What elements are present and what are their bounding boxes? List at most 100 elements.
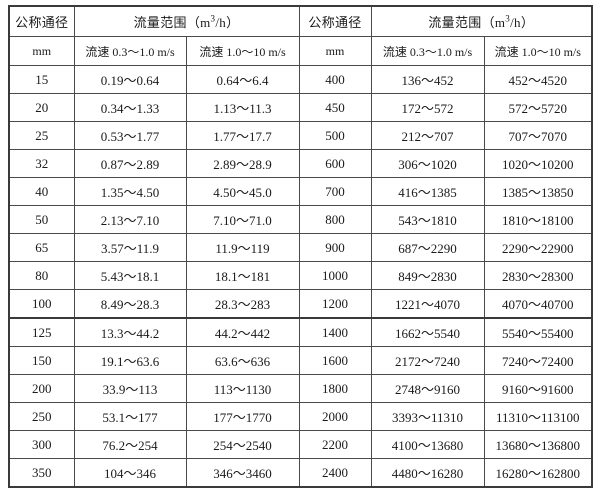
cell-nominal-diameter-left: 40 bbox=[8, 177, 75, 206]
header-row-secondary: mm 流速 0.3～1.0 m/s 流速 1.0～10 m/s mm 流速 0.… bbox=[8, 36, 593, 66]
flow-range-tail-right: /h） bbox=[510, 15, 535, 30]
cell-flow-high-right: 16280～162800 bbox=[483, 458, 593, 488]
header-flow-range-left: 流量范围（m3/h） bbox=[73, 5, 300, 37]
cell-nominal-diameter-left: 50 bbox=[8, 205, 75, 234]
cell-flow-high-right: 4070～40700 bbox=[483, 289, 593, 319]
cell-flow-low-right: 306～1020 bbox=[370, 149, 485, 178]
header-nominal-diameter-left: 公称通径 bbox=[8, 5, 75, 37]
cell-flow-low-left: 76.2～254 bbox=[73, 430, 187, 459]
cell-flow-high-left: 113～1130 bbox=[185, 374, 300, 403]
cell-flow-high-right: 572～5720 bbox=[483, 93, 593, 122]
cell-flow-high-left: 2.89～28.9 bbox=[185, 149, 300, 178]
cell-flow-low-left: 0.53～1.77 bbox=[73, 121, 187, 150]
table-row: 250 53.1～177 177～1770 2000 3393～11310 11310～1… bbox=[8, 402, 593, 431]
table-header: 公称通径 流量范围（m3/h） 公称通径 流量范围（m3/h） mm 流速 0.… bbox=[8, 5, 593, 66]
flow-range-text-right: 流量范围（m bbox=[428, 15, 506, 30]
cell-flow-high-right: 11310～113100 bbox=[483, 402, 593, 431]
cell-flow-low-left: 8.49～28.3 bbox=[73, 289, 187, 319]
table-row: 125 13.3～44.2 44.2～442 1400 1662～5540 5540～55… bbox=[8, 317, 593, 347]
cell-nominal-diameter-left: 100 bbox=[8, 289, 75, 319]
table-row: 32 0.87～2.89 2.89～28.9 600 306～1020 1020～1020… bbox=[8, 149, 593, 178]
cell-flow-low-right: 1221～4070 bbox=[370, 289, 485, 319]
table-row: 80 5.43～18.1 18.1～181 1000 849～2830 2830～2830… bbox=[8, 261, 593, 290]
cell-flow-low-right: 4100～13680 bbox=[370, 430, 485, 459]
cell-flow-low-left: 0.87～2.89 bbox=[73, 149, 187, 178]
cell-flow-high-left: 44.2～442 bbox=[185, 317, 300, 347]
table-row: 65 3.57～11.9 11.9～119 900 687～2290 2290～22900 bbox=[8, 233, 593, 262]
cell-flow-low-left: 0.19～0.64 bbox=[73, 65, 187, 94]
cell-flow-low-left: 1.35～4.50 bbox=[73, 177, 187, 206]
cell-flow-low-right: 136～452 bbox=[370, 65, 485, 94]
cell-flow-low-left: 19.1～63.6 bbox=[73, 346, 187, 375]
cell-flow-high-right: 1020～10200 bbox=[483, 149, 593, 178]
cell-flow-low-right: 416～1385 bbox=[370, 177, 485, 206]
cell-nominal-diameter-right: 800 bbox=[298, 205, 372, 234]
cell-flow-low-right: 3393～11310 bbox=[370, 402, 485, 431]
cell-flow-high-left: 18.1～181 bbox=[185, 261, 300, 290]
flow-range-table: 公称通径 流量范围（m3/h） 公称通径 流量范围（m3/h） mm 流速 0.… bbox=[8, 5, 593, 488]
cell-flow-low-left: 13.3～44.2 bbox=[73, 317, 187, 347]
cell-nominal-diameter-right: 1400 bbox=[298, 317, 372, 347]
cell-nominal-diameter-right: 700 bbox=[298, 177, 372, 206]
table-row: 15 0.19～0.64 0.64～6.4 400 136～452 452～4520 bbox=[8, 65, 593, 94]
table-row: 20 0.34～1.33 1.13～11.3 450 172～572 572～5720 bbox=[8, 93, 593, 122]
cell-nominal-diameter-left: 15 bbox=[8, 65, 75, 94]
header-velocity-low-right: 流速 0.3～1.0 m/s bbox=[370, 36, 485, 66]
cell-flow-low-left: 0.34～1.33 bbox=[73, 93, 187, 122]
header-row-primary: 公称通径 流量范围（m3/h） 公称通径 流量范围（m3/h） bbox=[8, 5, 593, 37]
cell-flow-low-right: 1662～5540 bbox=[370, 317, 485, 347]
cell-flow-high-right: 7240～72400 bbox=[483, 346, 593, 375]
cell-nominal-diameter-right: 2200 bbox=[298, 430, 372, 459]
cell-flow-high-right: 707～7070 bbox=[483, 121, 593, 150]
flow-range-exponent-right: 3 bbox=[505, 13, 511, 24]
table-body: 15 0.19～0.64 0.64～6.4 400 136～452 452～4520 20 0… bbox=[8, 65, 593, 488]
cell-nominal-diameter-left: 80 bbox=[8, 261, 75, 290]
cell-flow-low-right: 543～1810 bbox=[370, 205, 485, 234]
cell-nominal-diameter-left: 25 bbox=[8, 121, 75, 150]
cell-nominal-diameter-right: 600 bbox=[298, 149, 372, 178]
cell-nominal-diameter-left: 350 bbox=[8, 458, 75, 488]
cell-flow-low-right: 687～2290 bbox=[370, 233, 485, 262]
header-nominal-diameter-right: 公称通径 bbox=[298, 5, 372, 37]
cell-nominal-diameter-right: 900 bbox=[298, 233, 372, 262]
table-row: 40 1.35～4.50 4.50～45.0 700 416～1385 1385～1385… bbox=[8, 177, 593, 206]
table-row: 200 33.9～113 113～1130 1800 2748～9160 9160～916… bbox=[8, 374, 593, 403]
cell-nominal-diameter-right: 500 bbox=[298, 121, 372, 150]
cell-flow-high-left: 7.10～71.0 bbox=[185, 205, 300, 234]
cell-flow-low-right: 212～707 bbox=[370, 121, 485, 150]
cell-nominal-diameter-left: 32 bbox=[8, 149, 75, 178]
cell-flow-high-left: 0.64～6.4 bbox=[185, 65, 300, 94]
cell-nominal-diameter-left: 65 bbox=[8, 233, 75, 262]
header-velocity-high-right: 流速 1.0～10 m/s bbox=[483, 36, 593, 66]
cell-flow-low-left: 5.43～18.1 bbox=[73, 261, 187, 290]
table-row: 350 104～346 346～3460 2400 4480～16280 16280～16… bbox=[8, 458, 593, 488]
cell-flow-high-left: 28.3～283 bbox=[185, 289, 300, 319]
cell-flow-low-right: 2748～9160 bbox=[370, 374, 485, 403]
cell-nominal-diameter-left: 150 bbox=[8, 346, 75, 375]
table-row: 100 8.49～28.3 28.3～283 1200 1221～4070 4070～40… bbox=[8, 289, 593, 319]
cell-flow-high-left: 1.77～17.7 bbox=[185, 121, 300, 150]
cell-nominal-diameter-right: 400 bbox=[298, 65, 372, 94]
cell-flow-low-right: 2172～7240 bbox=[370, 346, 485, 375]
cell-nominal-diameter-left: 300 bbox=[8, 430, 75, 459]
cell-flow-high-right: 2830～28300 bbox=[483, 261, 593, 290]
header-unit-left: mm bbox=[8, 36, 75, 66]
cell-nominal-diameter-right: 1000 bbox=[298, 261, 372, 290]
cell-flow-low-left: 33.9～113 bbox=[73, 374, 187, 403]
cell-flow-low-right: 849～2830 bbox=[370, 261, 485, 290]
cell-flow-high-left: 4.50～45.0 bbox=[185, 177, 300, 206]
flow-range-exponent-left: 3 bbox=[210, 13, 216, 24]
cell-flow-high-right: 9160～91600 bbox=[483, 374, 593, 403]
cell-flow-low-right: 4480～16280 bbox=[370, 458, 485, 488]
cell-flow-low-left: 104～346 bbox=[73, 458, 187, 488]
cell-nominal-diameter-right: 450 bbox=[298, 93, 372, 122]
cell-flow-low-left: 53.1～177 bbox=[73, 402, 187, 431]
cell-flow-low-left: 3.57～11.9 bbox=[73, 233, 187, 262]
flow-range-tail-left: /h） bbox=[215, 15, 240, 30]
cell-flow-high-right: 1385～13850 bbox=[483, 177, 593, 206]
cell-flow-high-left: 254～2540 bbox=[185, 430, 300, 459]
cell-nominal-diameter-right: 2000 bbox=[298, 402, 372, 431]
cell-nominal-diameter-right: 1200 bbox=[298, 289, 372, 319]
cell-nominal-diameter-left: 20 bbox=[8, 93, 75, 122]
table-row: 150 19.1～63.6 63.6～636 1600 2172～7240 7240～72… bbox=[8, 346, 593, 375]
